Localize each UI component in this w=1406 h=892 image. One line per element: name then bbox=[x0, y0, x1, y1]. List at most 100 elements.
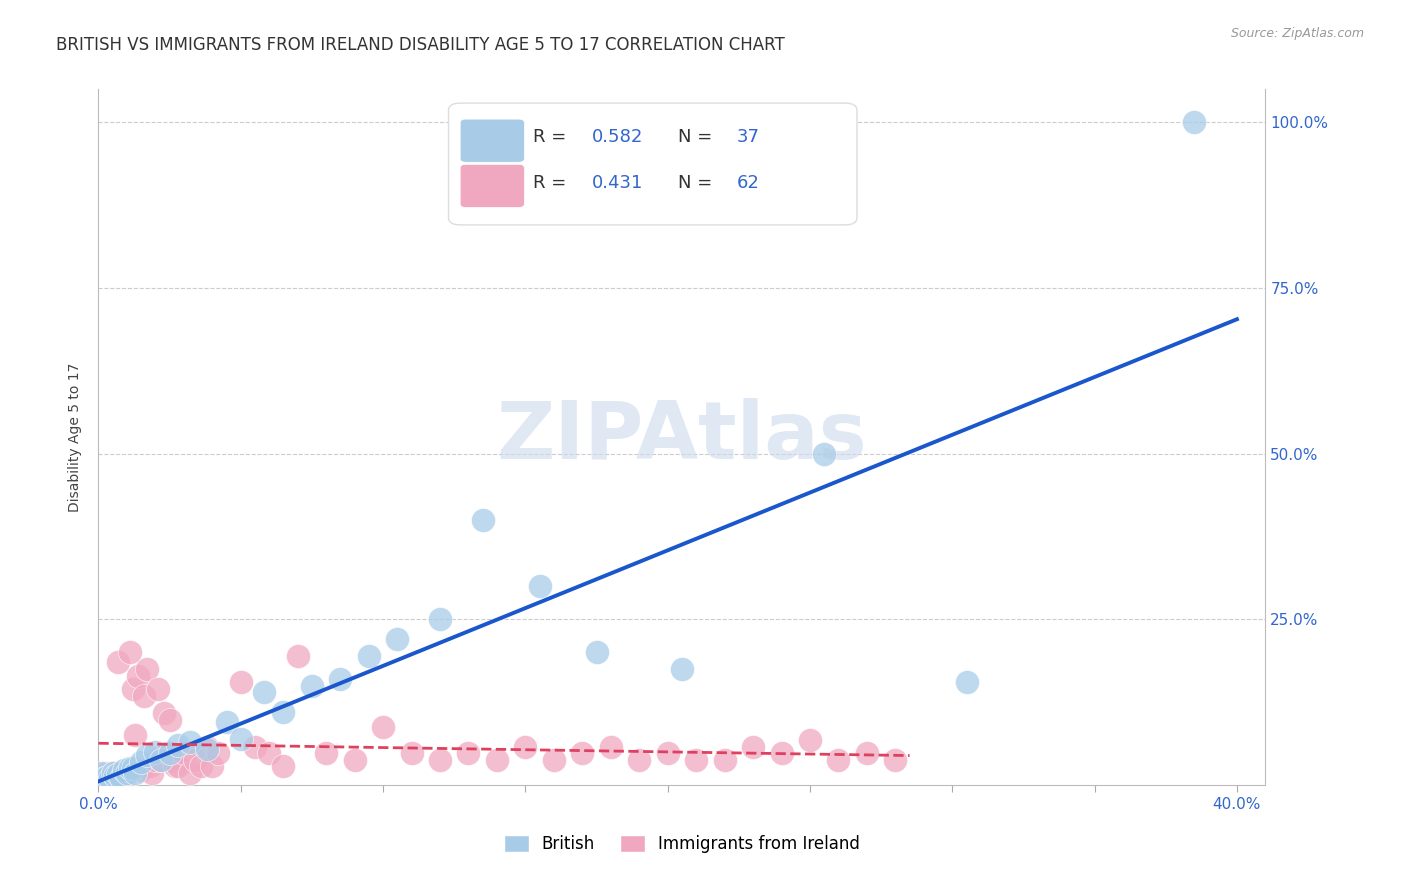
Point bbox=[143, 745, 166, 759]
Text: BRITISH VS IMMIGRANTS FROM IRELAND DISABILITY AGE 5 TO 17 CORRELATION CHART: BRITISH VS IMMIGRANTS FROM IRELAND DISAB… bbox=[56, 36, 785, 54]
Point bbox=[207, 746, 229, 760]
Point bbox=[195, 741, 218, 756]
Point bbox=[138, 759, 160, 773]
Point bbox=[543, 753, 565, 767]
Point bbox=[571, 746, 593, 760]
Point bbox=[1182, 115, 1205, 129]
Point bbox=[179, 766, 201, 780]
Point bbox=[112, 764, 135, 778]
Point bbox=[107, 767, 129, 781]
Point bbox=[273, 705, 295, 719]
Point bbox=[671, 662, 693, 676]
Point bbox=[118, 645, 141, 659]
Text: N =: N = bbox=[679, 174, 718, 192]
Point bbox=[101, 766, 124, 780]
Point bbox=[121, 761, 143, 775]
Y-axis label: Disability Age 5 to 17: Disability Age 5 to 17 bbox=[69, 362, 83, 512]
Point bbox=[301, 679, 323, 693]
Point bbox=[371, 720, 394, 734]
Point bbox=[104, 770, 127, 784]
Point bbox=[257, 746, 280, 760]
Point bbox=[124, 728, 146, 742]
Point bbox=[159, 746, 181, 760]
Point bbox=[115, 766, 138, 780]
Point bbox=[173, 746, 195, 760]
Point bbox=[96, 770, 118, 784]
Point bbox=[135, 748, 157, 763]
Point bbox=[184, 753, 207, 767]
Point bbox=[148, 681, 170, 696]
Text: 0.582: 0.582 bbox=[592, 128, 644, 145]
Legend: British, Immigrants from Ireland: British, Immigrants from Ireland bbox=[496, 829, 868, 860]
Point bbox=[165, 759, 187, 773]
Point bbox=[770, 746, 793, 760]
Point bbox=[153, 706, 176, 721]
Point bbox=[201, 759, 224, 773]
Point bbox=[287, 648, 309, 663]
Point bbox=[229, 731, 252, 746]
Point bbox=[118, 761, 141, 775]
Text: ZIPAtlas: ZIPAtlas bbox=[496, 398, 868, 476]
Text: N =: N = bbox=[679, 128, 718, 145]
Point bbox=[827, 753, 849, 767]
Point bbox=[110, 770, 132, 784]
Point bbox=[813, 447, 835, 461]
Point bbox=[179, 735, 201, 749]
Point bbox=[357, 648, 380, 663]
FancyBboxPatch shape bbox=[460, 120, 524, 162]
Point bbox=[162, 753, 184, 767]
Point bbox=[129, 755, 152, 769]
Point bbox=[104, 769, 127, 783]
Point bbox=[856, 746, 879, 760]
Point bbox=[115, 766, 138, 780]
Point bbox=[141, 766, 163, 780]
Point bbox=[121, 681, 143, 696]
Point bbox=[884, 753, 907, 767]
Point bbox=[195, 739, 218, 754]
Point bbox=[98, 772, 121, 787]
Point bbox=[387, 632, 409, 647]
Point bbox=[127, 668, 149, 682]
Point bbox=[799, 732, 821, 747]
Point bbox=[129, 764, 152, 778]
Point bbox=[132, 689, 155, 703]
Point bbox=[107, 770, 129, 784]
FancyBboxPatch shape bbox=[449, 103, 858, 225]
Point bbox=[628, 753, 651, 767]
Point bbox=[657, 746, 679, 760]
Point bbox=[156, 746, 179, 760]
Point bbox=[190, 759, 212, 773]
Point bbox=[329, 672, 352, 686]
Point bbox=[93, 772, 115, 786]
Text: 0.431: 0.431 bbox=[592, 174, 644, 192]
Point bbox=[93, 772, 115, 787]
Point bbox=[599, 739, 621, 754]
Point bbox=[143, 753, 166, 767]
Point bbox=[685, 753, 707, 767]
Point bbox=[124, 766, 146, 780]
Point bbox=[713, 753, 735, 767]
Point bbox=[955, 675, 977, 690]
Point bbox=[457, 746, 479, 760]
Point bbox=[107, 656, 129, 670]
Point bbox=[485, 753, 508, 767]
Point bbox=[135, 662, 157, 676]
Point bbox=[742, 739, 765, 754]
Point bbox=[429, 753, 451, 767]
Point bbox=[90, 766, 112, 780]
FancyBboxPatch shape bbox=[460, 164, 524, 208]
Point bbox=[167, 738, 190, 752]
Text: Source: ZipAtlas.com: Source: ZipAtlas.com bbox=[1230, 27, 1364, 40]
Point bbox=[167, 759, 190, 773]
Point bbox=[515, 739, 537, 754]
Text: 62: 62 bbox=[737, 174, 759, 192]
Point bbox=[101, 766, 124, 780]
Text: 37: 37 bbox=[737, 128, 759, 145]
Point bbox=[401, 746, 423, 760]
Point bbox=[252, 685, 274, 699]
Point bbox=[315, 746, 337, 760]
Point bbox=[110, 772, 132, 786]
Text: R =: R = bbox=[533, 128, 571, 145]
Point bbox=[471, 513, 494, 527]
Point bbox=[112, 772, 135, 787]
